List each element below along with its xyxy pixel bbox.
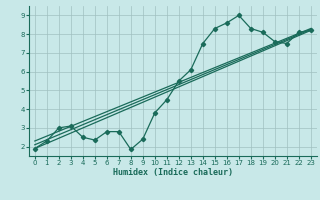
- X-axis label: Humidex (Indice chaleur): Humidex (Indice chaleur): [113, 168, 233, 177]
